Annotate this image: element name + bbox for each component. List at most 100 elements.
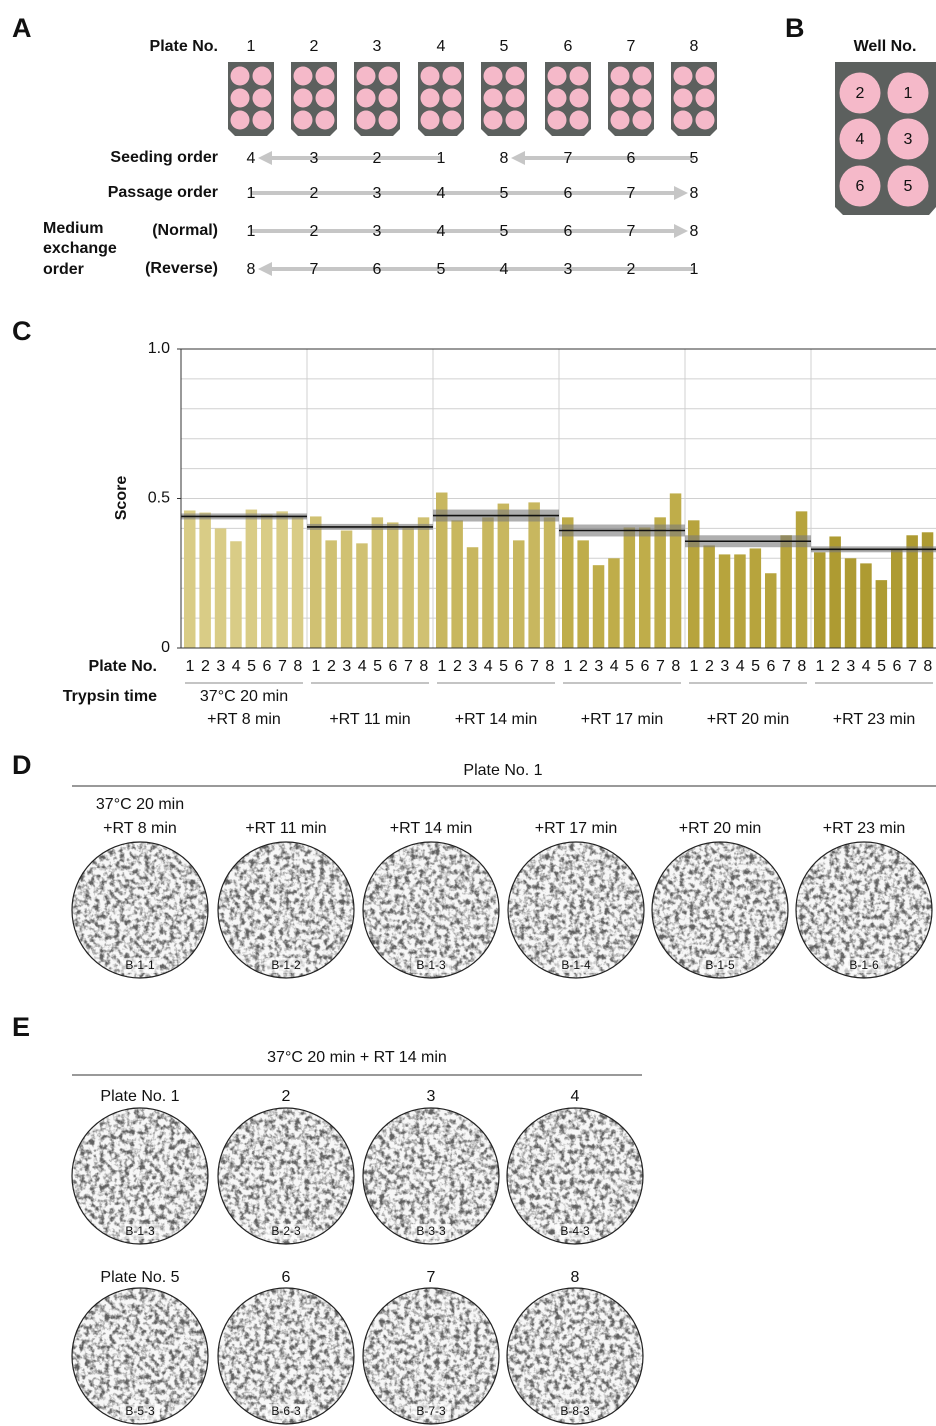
- plate-rim: [362, 841, 500, 979]
- id-box: [555, 1224, 595, 1239]
- order-label: Passage order: [108, 184, 218, 201]
- well: [483, 88, 503, 108]
- well: [887, 165, 929, 207]
- well: [610, 110, 630, 130]
- well: [839, 72, 881, 114]
- x-tick-label: 1: [438, 658, 447, 675]
- order-number: 7: [564, 150, 573, 167]
- image-caption: Plate No. 5: [100, 1269, 179, 1286]
- well: [547, 66, 567, 86]
- x-tick-label: 2: [201, 658, 210, 675]
- plate-rim: [795, 841, 933, 979]
- x-tick-label: 4: [358, 658, 367, 675]
- well: [230, 66, 250, 86]
- well: [673, 88, 693, 108]
- bar: [482, 517, 494, 648]
- bar: [261, 514, 273, 648]
- x-tick-label: 6: [389, 658, 398, 675]
- id-box: [266, 1404, 306, 1419]
- well-number: 3: [904, 131, 913, 148]
- well: [315, 66, 335, 86]
- x-tick-label: 3: [342, 658, 351, 675]
- image-caption: +RT 14 min: [390, 820, 473, 837]
- order-number: 5: [690, 150, 699, 167]
- bar: [310, 516, 322, 648]
- x-tick-label: 7: [782, 658, 791, 675]
- x-tick-label: 3: [720, 658, 729, 675]
- x-tick-label: 3: [468, 658, 477, 675]
- plate-rim: [506, 1287, 644, 1425]
- plate-rim: [71, 1107, 209, 1245]
- well: [420, 88, 440, 108]
- bar: [654, 517, 666, 648]
- x-tick-label: 4: [736, 658, 745, 675]
- bar: [703, 545, 715, 648]
- panel-label: E: [12, 1012, 30, 1042]
- plate-rim: [507, 841, 645, 979]
- well: [839, 118, 881, 160]
- plate-number: 7: [627, 38, 636, 55]
- well-number: 4: [856, 131, 865, 148]
- order-number: 5: [500, 185, 509, 202]
- plate-rim: [217, 1107, 355, 1245]
- plate-image: [652, 842, 788, 978]
- bar: [371, 517, 384, 648]
- image-id: B-1-5: [705, 958, 735, 972]
- id-box: [555, 1404, 595, 1419]
- plate-rim: [71, 1287, 209, 1425]
- well: [610, 88, 630, 108]
- medium-label: order: [43, 261, 84, 278]
- bar: [749, 548, 762, 648]
- order-number: 7: [627, 223, 636, 240]
- plate-image: [507, 1288, 643, 1424]
- panel-label: A: [12, 13, 32, 43]
- x-tick-label: 8: [545, 658, 554, 675]
- well: [632, 66, 652, 86]
- plate-image: [72, 842, 208, 978]
- image-id: B-5-3: [125, 1404, 155, 1418]
- well: [252, 66, 272, 86]
- bar: [639, 527, 651, 648]
- x-tick-label: 4: [610, 658, 619, 675]
- order-number: 7: [310, 261, 319, 278]
- x-tick-label: 1: [186, 658, 195, 675]
- well: [695, 88, 715, 108]
- image-id: B-1-4: [561, 958, 591, 972]
- plate-header: Plate No.: [150, 38, 218, 55]
- order-arrows: [251, 151, 694, 276]
- x-tick-label: 5: [499, 658, 508, 675]
- well: [839, 165, 881, 207]
- bar: [718, 554, 731, 648]
- plate-image: [72, 1108, 208, 1244]
- image-id: B-2-3: [271, 1224, 301, 1238]
- well: [356, 88, 376, 108]
- image-caption: +RT 8 min: [103, 820, 177, 837]
- x-tick-label: 1: [816, 658, 825, 675]
- image-caption: +RT 11 min: [245, 820, 326, 837]
- plate-image: [796, 842, 932, 978]
- image-id: B-1-1: [125, 958, 155, 972]
- well: [230, 110, 250, 130]
- x-tick-label: 4: [862, 658, 871, 675]
- group-label: +RT 23 min: [833, 711, 916, 728]
- bar: [214, 528, 227, 648]
- group-label: 37°C 20 min: [200, 688, 288, 705]
- bar: [291, 517, 304, 648]
- order-number: 2: [373, 150, 382, 167]
- well: [378, 66, 398, 86]
- order-number: 4: [437, 223, 446, 240]
- well: [887, 72, 929, 114]
- image-caption: 7: [427, 1269, 436, 1286]
- image-caption: 6: [282, 1269, 291, 1286]
- plate-image: [218, 842, 354, 978]
- panel-label: D: [12, 750, 32, 780]
- order-number: 3: [310, 150, 319, 167]
- bar: [577, 540, 589, 648]
- image-caption: +RT 20 min: [679, 820, 762, 837]
- plate-image: [363, 1288, 499, 1424]
- well: [505, 110, 525, 130]
- well: [315, 88, 335, 108]
- plate-number: 6: [564, 38, 573, 55]
- x-tick-label: 3: [846, 658, 855, 675]
- bar: [608, 558, 620, 648]
